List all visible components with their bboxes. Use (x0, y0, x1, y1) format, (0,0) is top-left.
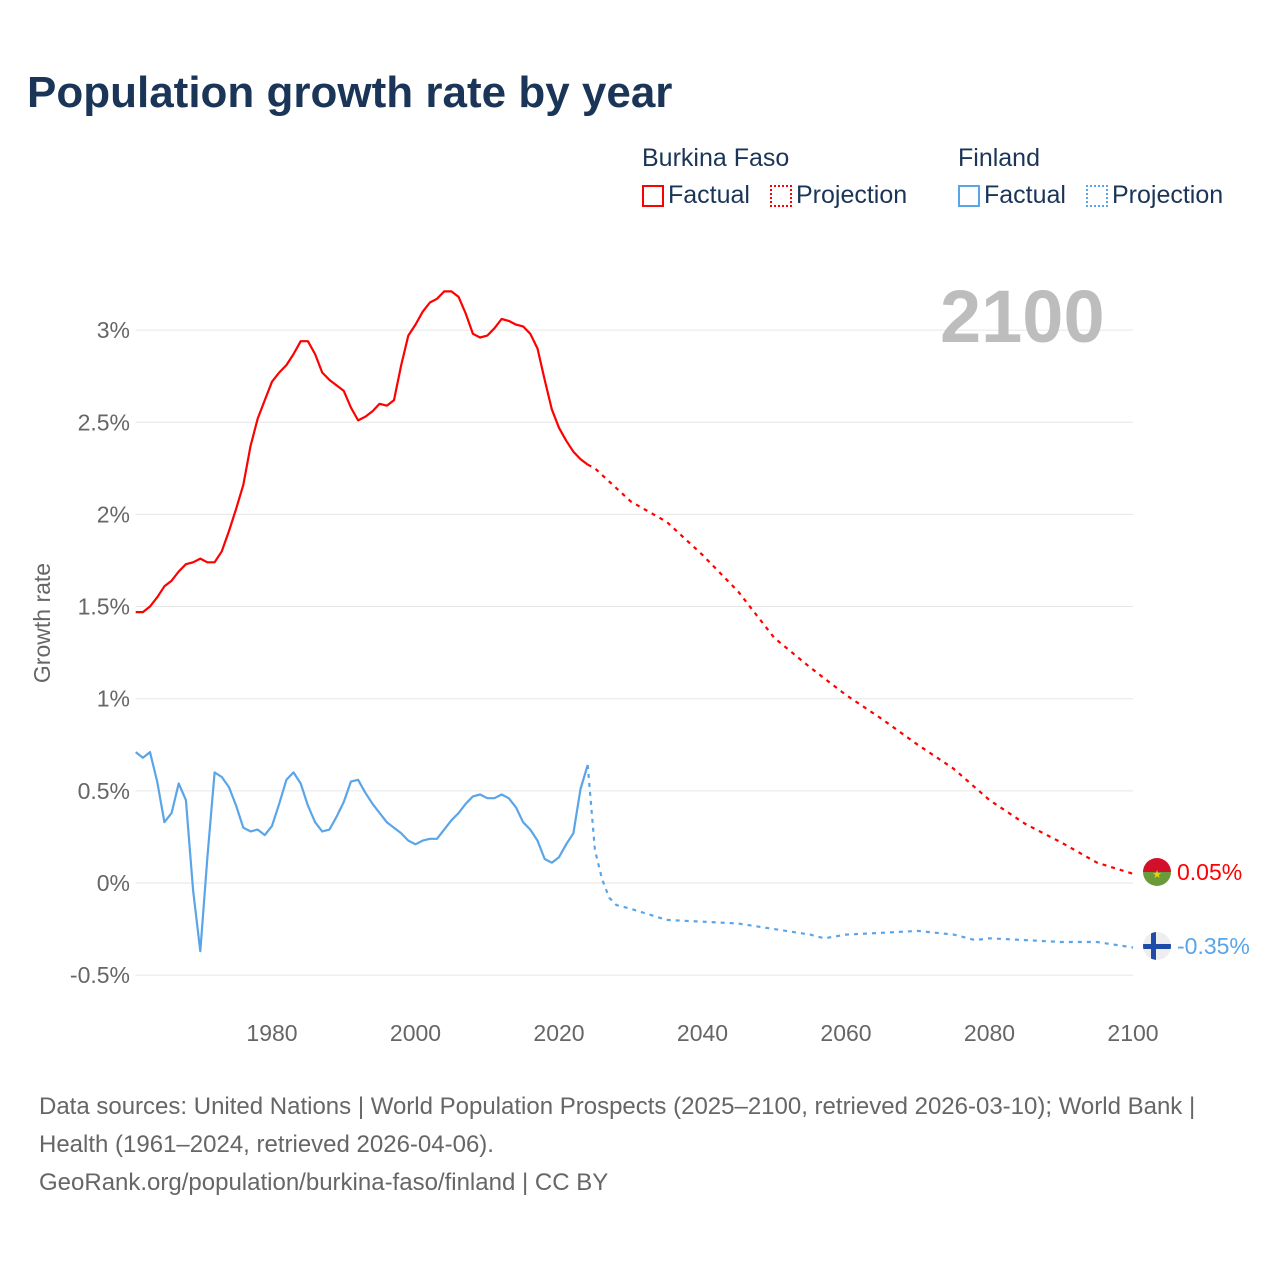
legend-item-factual[interactable]: Factual (642, 181, 750, 210)
y-tick-label: 2% (97, 501, 130, 527)
x-tick-label: 2060 (820, 1020, 871, 1046)
legend-label: Projection (795, 181, 908, 209)
legend-swatch-dotted (1085, 184, 1108, 207)
legend-label: Projection (1111, 181, 1224, 209)
series-line-burkina-faso-projection (587, 463, 1134, 875)
end-label-finland: -0.35% (1177, 933, 1250, 959)
series-line-finland-projection (586, 764, 1134, 949)
source-link[interactable]: GeoRank.org/population/burkina-faso/finl… (39, 1169, 609, 1196)
current-year-label: 2100 (940, 275, 1105, 358)
data-source-note: Data sources: United Nations | World Pop… (39, 1088, 1239, 1202)
legend-item-factual[interactable]: Factual (958, 181, 1066, 210)
legend-swatch-dotted (769, 184, 792, 207)
y-axis-label: Growth rate (29, 563, 55, 683)
y-tick-label: -0.5% (70, 962, 130, 988)
y-tick-label: 1% (97, 686, 130, 712)
chart-title: Population growth rate by year (27, 68, 673, 117)
x-tick-label: 2000 (390, 1020, 441, 1046)
legend-label: Factual (984, 181, 1066, 209)
end-label-burkina-faso: 0.05% (1177, 859, 1242, 885)
legend-label: Factual (668, 181, 750, 209)
x-tick-label: 2020 (533, 1020, 584, 1046)
legend-group-label: Finland (958, 144, 1040, 172)
y-tick-label: 1.5% (78, 594, 130, 620)
legend-group-label: Burkina Faso (642, 144, 790, 172)
series-line-finland-factual (135, 751, 589, 953)
legend-finland: Finland Factual Projection (958, 144, 1237, 210)
x-tick-label: 2080 (964, 1020, 1015, 1046)
legend-item-projection[interactable]: Projection (769, 181, 908, 210)
legend-burkina-faso: Burkina Faso Factual Projection (642, 144, 921, 210)
legend-swatch-solid (642, 184, 664, 207)
svg-text:★: ★ (1152, 869, 1162, 881)
burkina-faso-flag-icon: ★ (1143, 858, 1171, 886)
series-line-burkina-faso-factual (135, 290, 589, 614)
finland-flag-icon (1143, 932, 1171, 960)
x-tick-label: 1980 (246, 1020, 297, 1046)
x-tick-label: 2100 (1107, 1020, 1158, 1046)
y-tick-label: 0.5% (78, 778, 130, 804)
source-line: Data sources: United Nations | World Pop… (39, 1093, 1196, 1158)
y-tick-label: 2.5% (78, 409, 130, 435)
y-tick-label: 3% (97, 317, 130, 343)
legend-item-projection[interactable]: Projection (1085, 181, 1224, 210)
x-tick-label: 2040 (677, 1020, 728, 1046)
legend-swatch-solid (958, 184, 980, 207)
y-tick-label: 0% (97, 870, 130, 896)
